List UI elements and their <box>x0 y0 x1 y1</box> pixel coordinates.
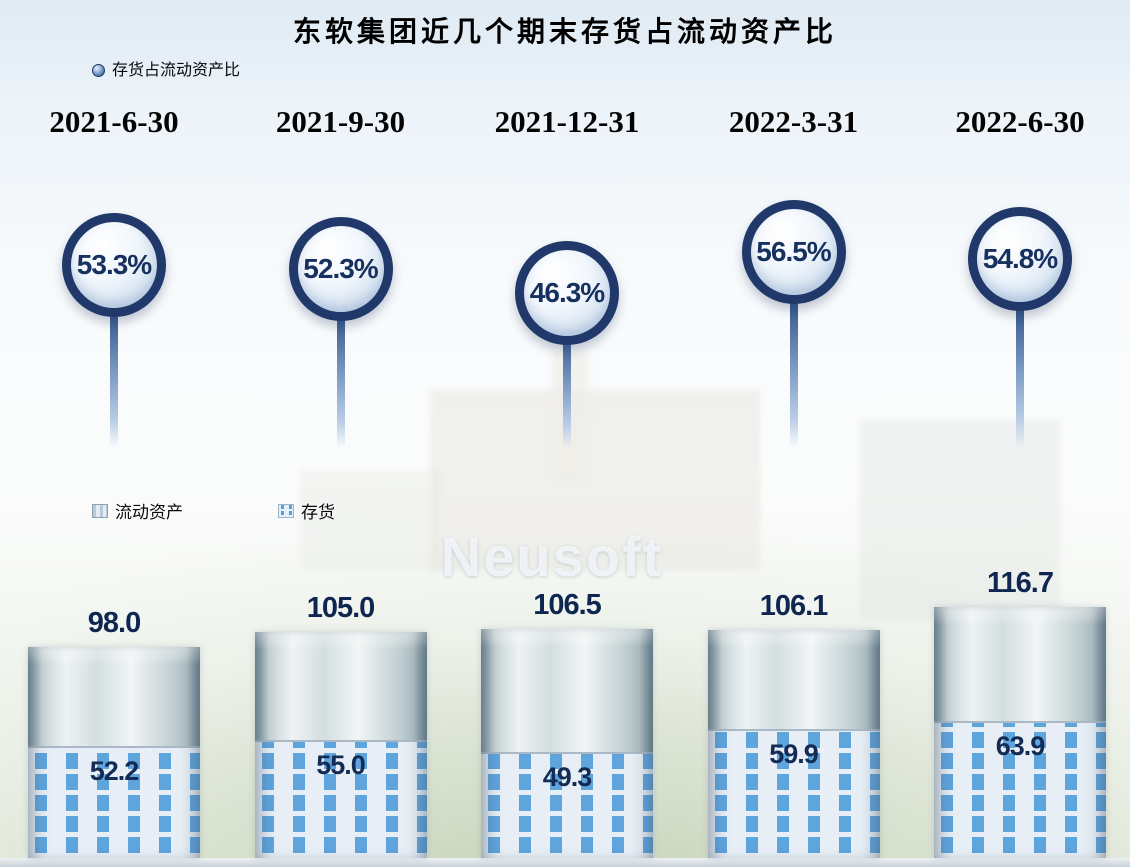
assets-value: 105.0 <box>306 592 376 625</box>
inventory-segment: 49.3 <box>481 751 653 858</box>
category-label: 2021-12-31 <box>494 104 640 139</box>
ratio-bubble: 46.3% <box>515 240 619 345</box>
bar-column: 63.9 <box>934 607 1106 858</box>
bar-column: 49.3 <box>481 629 653 858</box>
category-label: 2021-6-30 <box>49 104 179 139</box>
assets-value: 116.7 <box>987 567 1054 600</box>
chart-floor <box>0 858 1130 867</box>
assets-value: 106.1 <box>759 589 829 622</box>
inventory-value: 55.0 <box>316 749 366 780</box>
assets-segment <box>934 607 1106 721</box>
inventory-value: 59.9 <box>769 739 819 770</box>
ratio-bubble: 53.3% <box>62 212 166 317</box>
sphere-icon <box>92 64 105 78</box>
bar-column: 55.0 <box>254 632 427 858</box>
chart-title: 东软集团近几个期末存货占流动资产比 <box>292 16 837 47</box>
inventory-segment: 63.9 <box>934 720 1106 858</box>
ratio-value: 53.3% <box>76 248 152 280</box>
background-building <box>860 420 1060 620</box>
bar-column: 59.9 <box>707 629 880 858</box>
ratio-stem <box>336 268 345 448</box>
ratio-value: 46.3% <box>529 276 605 308</box>
legend-item-inventory: 存货 <box>278 498 335 523</box>
category-label: 2021-9-30 <box>275 104 406 139</box>
ratio-bubble: 56.5% <box>741 200 846 304</box>
ratio-bubble: 52.3% <box>288 216 393 321</box>
inventory-swatch-icon <box>278 503 294 518</box>
bar-column: 52.2 <box>28 647 200 858</box>
assets-segment <box>481 629 653 752</box>
inventory-segment: 59.9 <box>707 729 880 858</box>
inventory-segment: 52.2 <box>28 745 200 858</box>
assets-value: 106.5 <box>533 589 602 622</box>
inventory-value: 49.3 <box>542 761 593 792</box>
assets-segment <box>254 632 427 740</box>
watermark: Neusoft <box>440 525 664 588</box>
ratio-value: 52.3% <box>303 252 378 284</box>
category-label: 2022-3-31 <box>728 104 859 139</box>
ratio-value: 56.5% <box>756 236 831 267</box>
assets-segment <box>707 629 880 730</box>
ratio-stem <box>789 252 798 448</box>
assets-swatch-icon <box>92 503 108 518</box>
category-label: 2022-6-30 <box>955 104 1085 139</box>
legend-inventory-label: 存货 <box>301 503 335 522</box>
ratio-stem <box>1016 258 1024 448</box>
inventory-value: 63.9 <box>995 730 1046 761</box>
inventory-segment: 55.0 <box>254 739 427 858</box>
ratio-stem <box>563 292 571 448</box>
ratio-stem <box>110 264 118 448</box>
legend-ratio: 存货占流动资产比 <box>92 61 240 80</box>
background-building <box>300 470 440 570</box>
legend-ratio-label: 存货占流动资产比 <box>112 62 241 79</box>
background-building <box>430 390 760 570</box>
legend-item-assets: 流动资产 <box>92 498 183 523</box>
assets-segment <box>28 647 200 746</box>
ratio-bubble: 54.8% <box>968 206 1072 311</box>
ratio-value: 54.8% <box>982 242 1058 274</box>
legend-bars: 流动资产 存货 <box>0 498 1130 522</box>
assets-value: 98.0 <box>87 607 141 640</box>
inventory-value: 52.2 <box>89 755 140 786</box>
legend-assets-label: 流动资产 <box>115 503 183 522</box>
